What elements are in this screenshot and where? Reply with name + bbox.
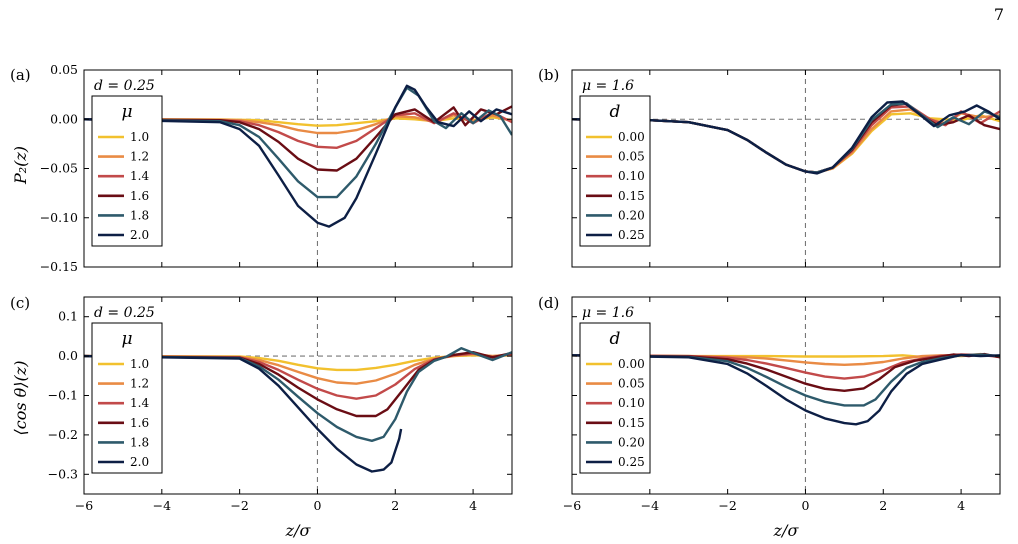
- panel-a-y-tick-label: −0.05: [40, 161, 78, 176]
- panel-c-series-1.6-line: [84, 351, 512, 418]
- panel-d-legend-label: 0.25: [618, 455, 645, 469]
- panel-d-legend-title: d: [610, 329, 621, 349]
- panel-c-y-tick-label: −0.1: [48, 388, 78, 403]
- panel-d-x-tick-label: 4: [957, 498, 965, 513]
- panel-a-legend-label: 1.6: [130, 189, 149, 203]
- panel-a-y-tick-label: 0.05: [50, 62, 78, 77]
- panel-d-x-tick-label: 2: [879, 498, 887, 513]
- panel-b-legend-label: 0.20: [618, 208, 645, 222]
- panel-c-legend-label: 2.0: [130, 455, 149, 469]
- page-number: 7: [994, 5, 1004, 24]
- panel-c-y-tick-label: −0.2: [48, 427, 78, 442]
- panel-a-y-axis-label: P₂(z): [11, 146, 30, 185]
- panel-b-legend-box: [579, 95, 651, 247]
- panel-a-legend-label: 1.2: [130, 150, 149, 164]
- panel-c-x-tick-label: −2: [230, 498, 248, 513]
- panel-d-annotation: μ = 1.6: [582, 305, 634, 321]
- panel-d-letter: (d): [538, 294, 559, 312]
- panel-d-x-tick-label: −4: [641, 498, 659, 513]
- panel-c-annotation: d = 0.25: [94, 305, 155, 321]
- panel-a-legend-label: 1.0: [130, 130, 149, 144]
- panel-b-series-0.25-line: [572, 100, 1000, 175]
- panel-c-y-tick-label: 0.0: [58, 348, 78, 363]
- panel-a-legend-box: [91, 95, 163, 247]
- x-axis-label-left: z/σ: [285, 521, 312, 540]
- panel-c-y-tick-label: 0.1: [58, 309, 78, 324]
- x-axis-label-right: z/σ: [773, 521, 800, 540]
- panel-c-legend-label: 1.4: [130, 396, 149, 410]
- panel-a-letter: (a): [10, 66, 31, 84]
- panel-a-series-1.8-line: [84, 86, 512, 199]
- panel-a: (a) P₂(z) −0.15 −0.10 −0.05 0.00 0.05 d = 0.2…: [10, 62, 513, 274]
- panel-b: (b) μ = 1.6 d 0.00 0.05 0.10 0.15 0.20 0.25: [538, 66, 1001, 268]
- panel-d-legend-box: [579, 322, 651, 474]
- panel-a-legend-label: 2.0: [130, 228, 149, 242]
- panel-c-x-tick-label: 4: [469, 498, 477, 513]
- panel-d-legend-label: 0.05: [618, 377, 645, 391]
- panel-c-legend-label: 1.0: [130, 357, 149, 371]
- panel-d-legend-label: 0.10: [618, 396, 645, 410]
- panel-b-letter: (b): [538, 66, 559, 84]
- panel-c-x-tick-label: −6: [75, 498, 93, 513]
- panel-a-series-1.6-line: [84, 105, 512, 172]
- panel-a-series-2.0-line: [84, 84, 512, 228]
- panel-d-legend-label: 0.20: [618, 435, 645, 449]
- panel-b-legend-label: 0.00: [618, 130, 645, 144]
- panel-a-legend-title: μ: [121, 102, 132, 122]
- panel-c-legend-title: μ: [121, 329, 132, 349]
- panel-a-legend-label: 1.8: [130, 208, 149, 222]
- panel-c-y-tick-label: −0.3: [48, 466, 78, 481]
- panel-b-legend-label: 0.05: [618, 150, 645, 164]
- panel-a-y-tick-label: −0.15: [40, 259, 78, 274]
- panel-c-letter: (c): [10, 294, 30, 312]
- panel-d-x-tick-label: −2: [718, 498, 736, 513]
- panel-c-y-axis-label: ⟨cos θ⟩(z): [11, 361, 30, 436]
- panel-c-legend-label: 1.2: [130, 377, 149, 391]
- panel-a-y-tick-label: 0.00: [50, 111, 78, 126]
- panel-c-x-tick-label: 0: [313, 498, 321, 513]
- panel-c-x-tick-label: 2: [391, 498, 399, 513]
- panel-a-legend-label: 1.4: [130, 169, 149, 183]
- panel-a-annotation: d = 0.25: [94, 78, 155, 94]
- panel-c-legend-box: [91, 322, 163, 474]
- panel-a-y-tick-label: −0.10: [40, 210, 78, 225]
- panel-b-legend-label: 0.25: [618, 228, 645, 242]
- panel-c-series-2.0-line: [84, 354, 403, 473]
- panel-d-legend-label: 0.00: [618, 357, 645, 371]
- panel-c: (c) ⟨cos θ⟩(z) −6 −4 −2 0 2 4 −0.3 −0.2 −0.1 0.0 0…: [10, 294, 513, 513]
- panel-b-legend-title: d: [610, 102, 621, 122]
- panel-d-legend-label: 0.15: [618, 416, 645, 430]
- panel-d-series-0.25-line: [572, 353, 1000, 426]
- panel-b-annotation: μ = 1.6: [582, 78, 634, 94]
- panel-c-series-1.8-line: [84, 347, 512, 442]
- panel-d-x-tick-label: 0: [801, 498, 809, 513]
- panel-c-legend-label: 1.6: [130, 416, 149, 430]
- panel-d-series-0.15-line: [572, 352, 1000, 392]
- panel-b-legend-label: 0.15: [618, 189, 645, 203]
- panel-d: (d) −6 −4 −2 0 2 4 μ = 1.6 d 0.00 0.05 0.10 0.15 0.2…: [538, 294, 1001, 513]
- panel-c-x-tick-label: −4: [153, 498, 171, 513]
- panel-c-legend-label: 1.8: [130, 435, 149, 449]
- panel-b-legend-label: 0.10: [618, 169, 645, 183]
- panel-d-x-tick-label: −6: [563, 498, 581, 513]
